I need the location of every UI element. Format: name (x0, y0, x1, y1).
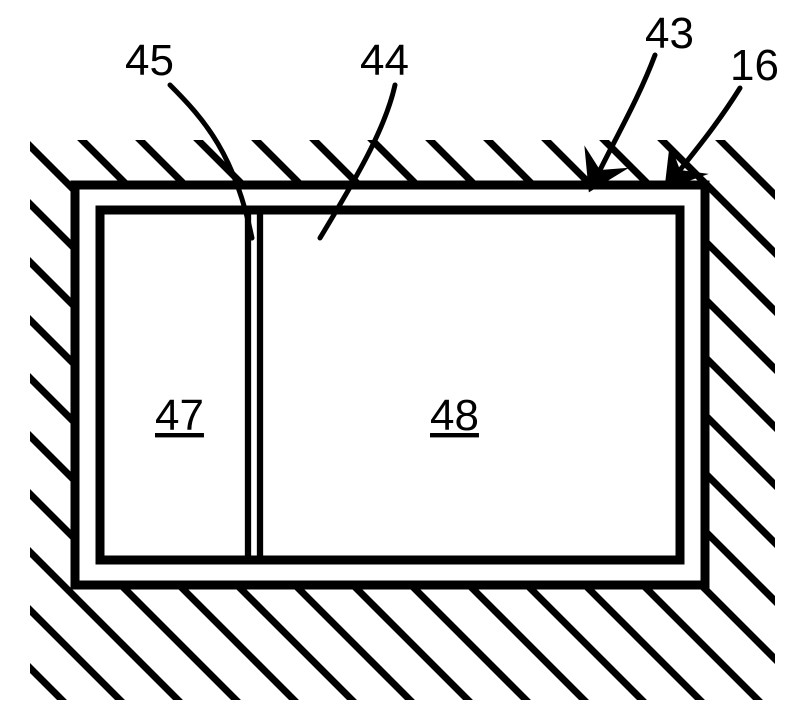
leader-16 (680, 88, 740, 170)
ref-label-43: 43 (645, 9, 694, 58)
ref-label-48: 48 (430, 391, 479, 440)
ref-label-47: 47 (155, 391, 204, 440)
outer-frame (75, 185, 705, 585)
ref-label-44: 44 (360, 36, 409, 85)
ref-label-45: 45 (125, 36, 174, 85)
patent-figure: 47 48 45 44 43 16 (0, 0, 805, 728)
ref-label-16: 16 (730, 41, 779, 90)
leader-43 (600, 55, 655, 170)
